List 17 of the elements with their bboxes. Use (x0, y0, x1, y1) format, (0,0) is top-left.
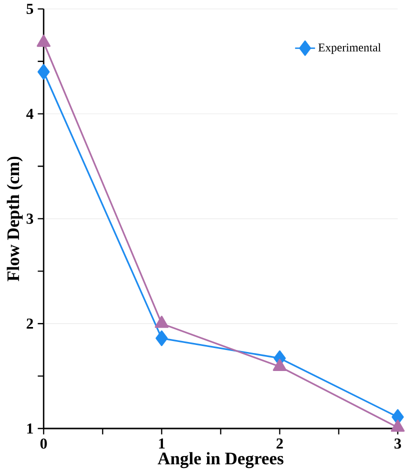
point (272, 358, 286, 371)
y-tick-label: 3 (26, 214, 33, 224)
point (154, 316, 168, 328)
y-tick-label: 1 (27, 423, 33, 434)
x-tick-label: 2 (276, 438, 283, 449)
x-tick-label: 0 (40, 438, 47, 449)
point (155, 330, 168, 346)
x-axis-title: Angle in Degrees (158, 452, 284, 468)
legend-label: Experimental (318, 43, 381, 54)
y-tick-label: 4 (26, 108, 34, 119)
y-axis-title: Flow Depth (cm) (6, 156, 22, 282)
x-tick-label: 1 (158, 438, 164, 448)
point (36, 34, 50, 47)
point (390, 420, 404, 432)
y-tick-label: 5 (26, 4, 33, 14)
x-tick-label: 3 (394, 438, 401, 449)
y-tick-label: 2 (26, 318, 33, 329)
